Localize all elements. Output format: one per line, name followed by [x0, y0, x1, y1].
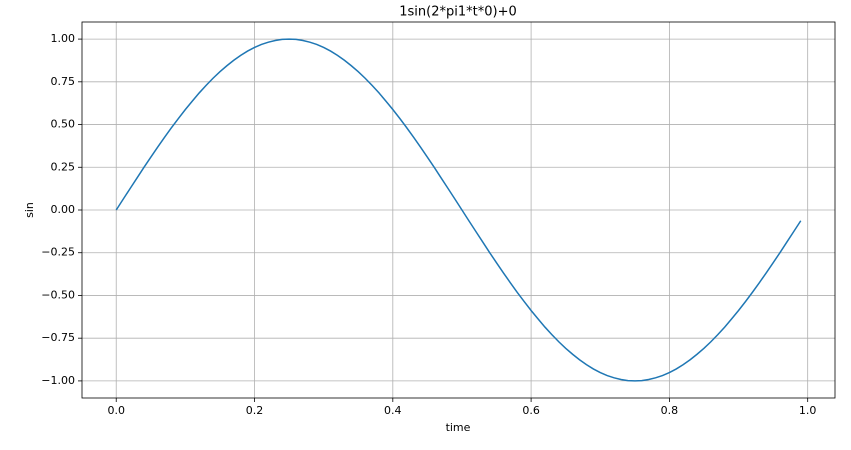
y-tick-label: −0.25: [41, 246, 75, 259]
y-tick-label: 0.00: [51, 203, 76, 216]
plot-frame: [81, 21, 836, 399]
x-tick-label: 0.6: [522, 404, 540, 417]
y-axis-label: sin: [23, 202, 36, 218]
y-tick-label: 0.75: [51, 75, 76, 88]
y-tick-label: −0.50: [41, 288, 75, 301]
y-tick-label: 0.25: [51, 160, 76, 173]
y-tick-label: 1.00: [51, 32, 76, 45]
x-axis-label: time: [446, 421, 471, 434]
x-tick-label: 0.4: [384, 404, 402, 417]
y-tick-label: 0.50: [51, 118, 76, 131]
x-tick-label: 0.2: [246, 404, 264, 417]
x-tick-label: 0.8: [661, 404, 679, 417]
y-tick-label: −1.00: [41, 374, 75, 387]
x-tick-label: 1.0: [799, 404, 817, 417]
chart-title: 1sin(2*pi1*t*0)+0: [399, 5, 516, 20]
data-line: [115, 38, 802, 382]
x-tick-label: 0.0: [107, 404, 125, 417]
y-tick-label: −0.75: [41, 331, 75, 344]
